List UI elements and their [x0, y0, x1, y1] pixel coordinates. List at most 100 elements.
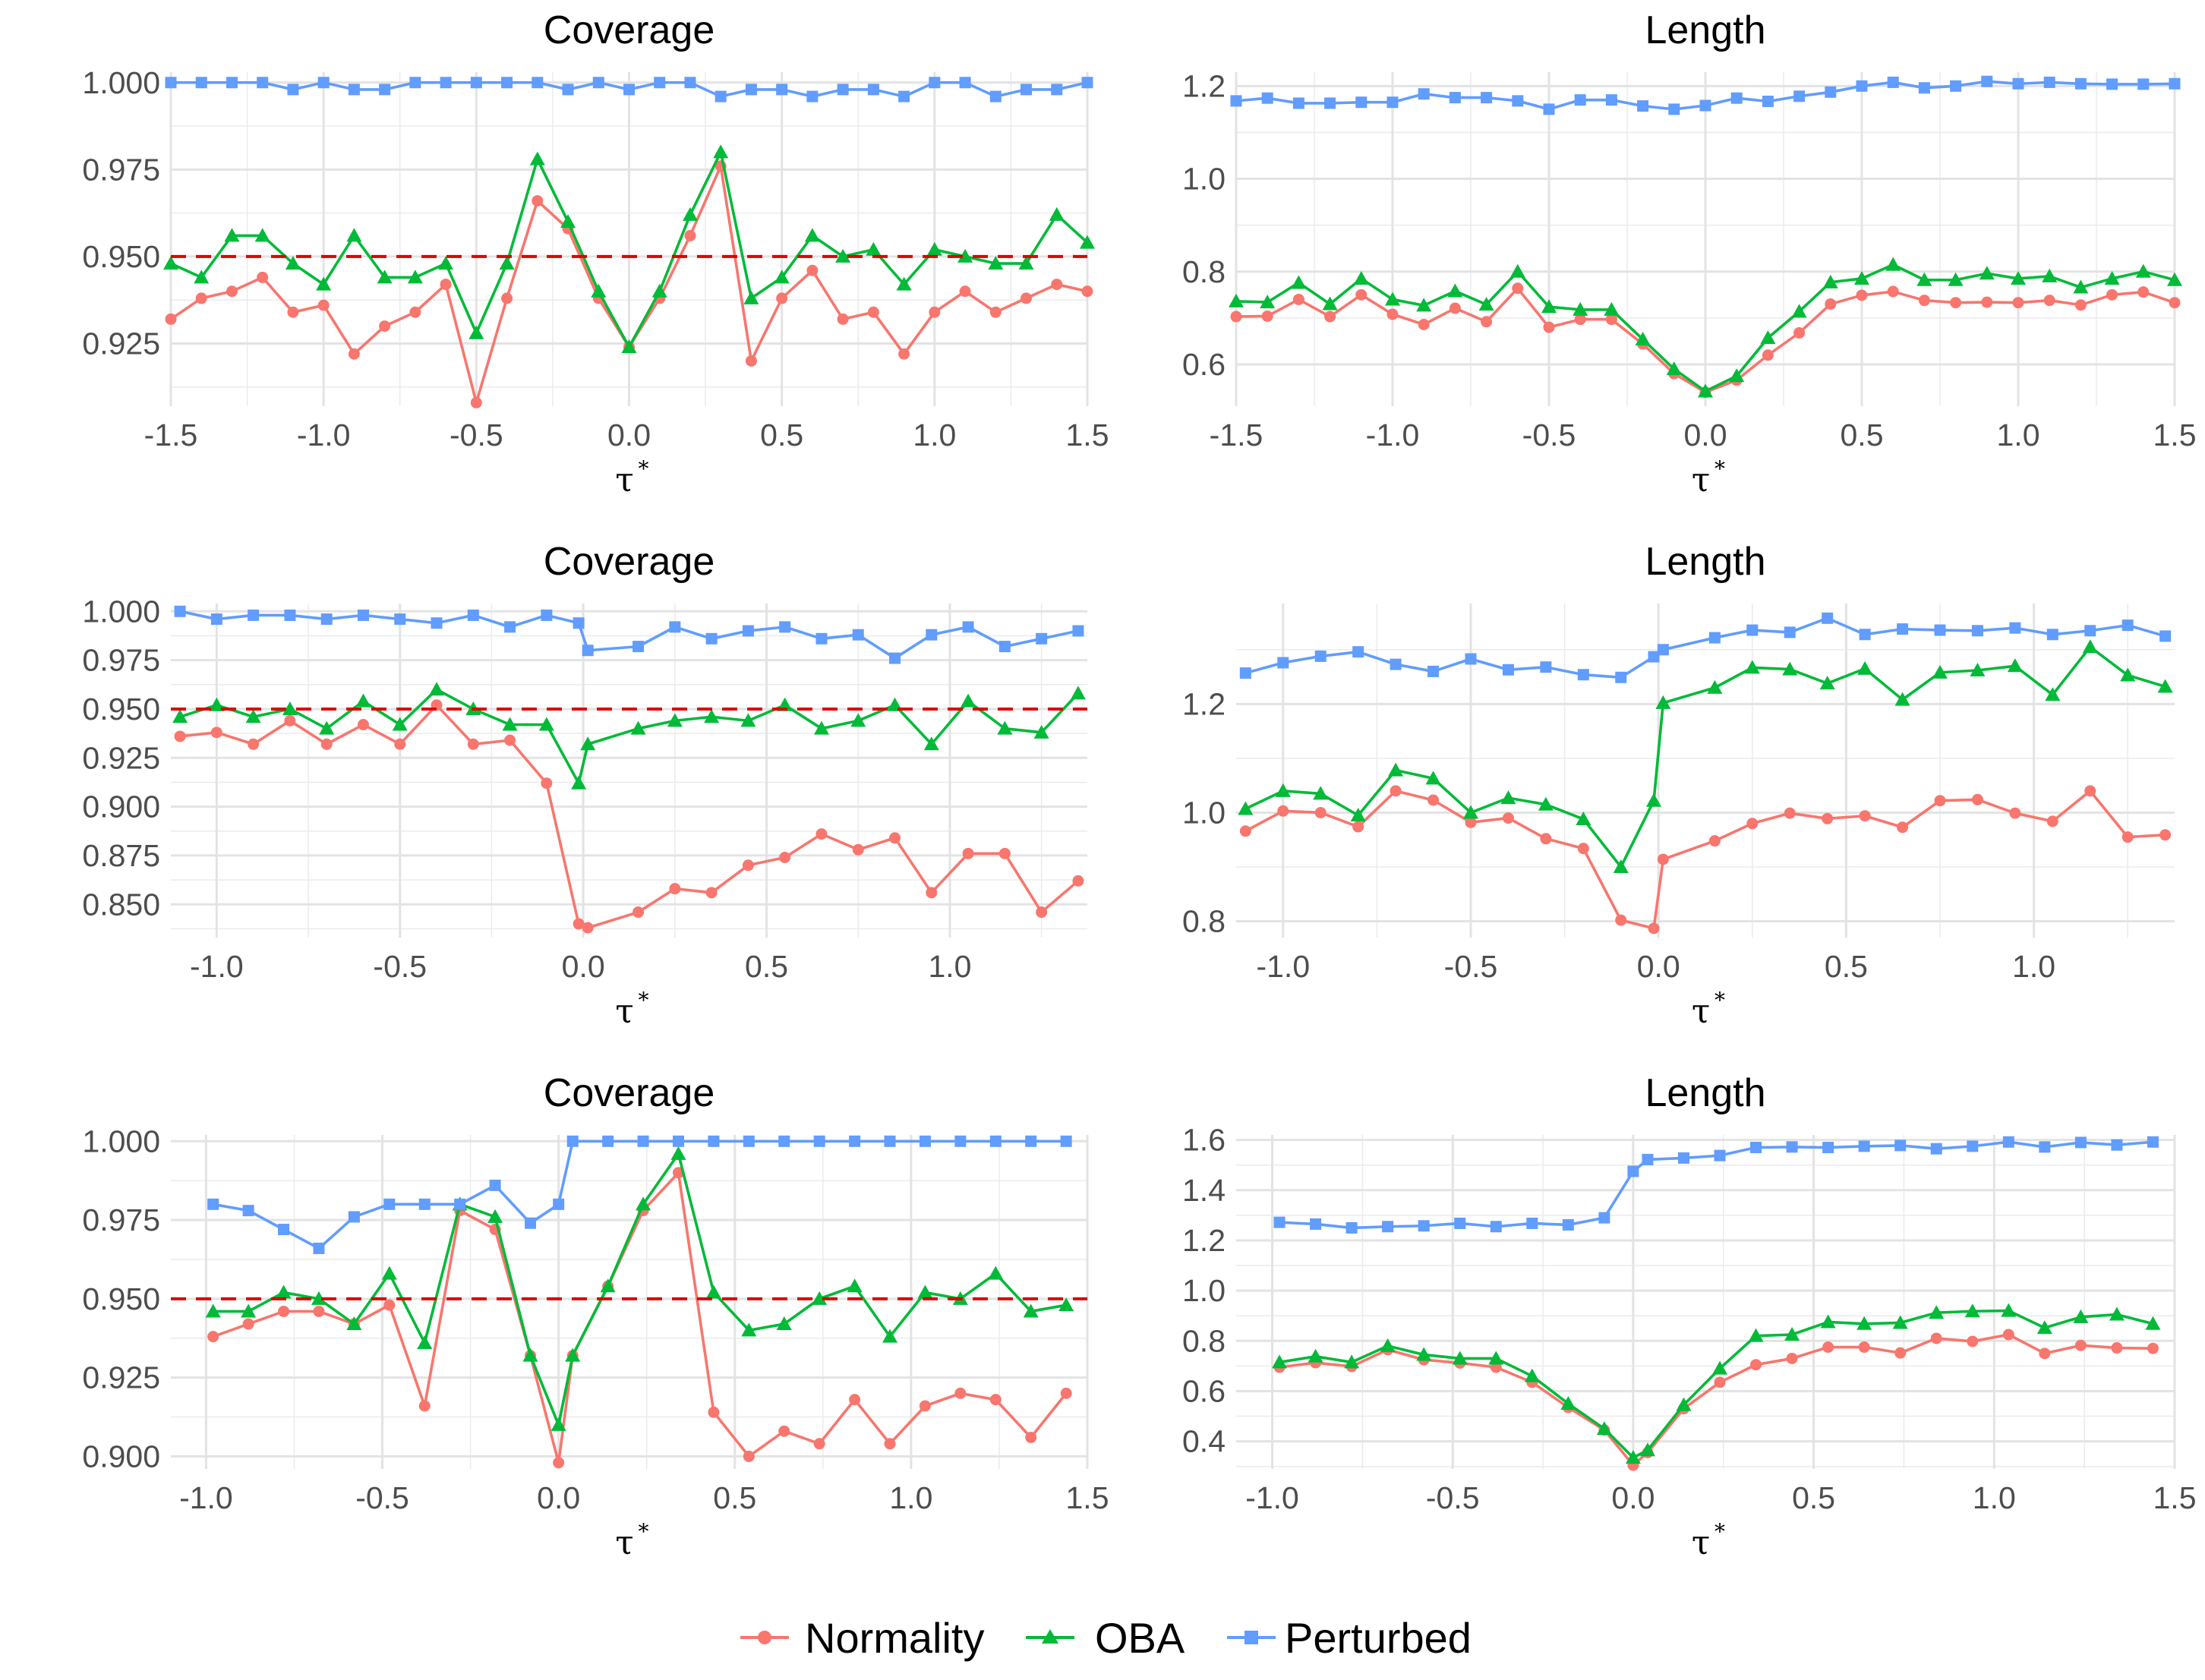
- y-tick-label: 1.000: [82, 1124, 160, 1158]
- point-circle: [1825, 298, 1837, 310]
- point-triangle: [276, 1284, 292, 1299]
- point-square: [1540, 661, 1552, 673]
- y-tick-label: 0.875: [82, 838, 160, 873]
- point-triangle: [163, 256, 178, 270]
- point-circle: [962, 847, 974, 859]
- point-triangle: [1707, 679, 1723, 694]
- point-square: [357, 609, 369, 621]
- point-circle: [1950, 297, 1962, 309]
- panel-title: Length: [1645, 8, 1765, 52]
- x-tick-label: 0.5: [713, 1480, 756, 1515]
- point-circle: [1292, 293, 1304, 305]
- point-triangle: [1023, 1303, 1039, 1318]
- y-tick-label: 0.900: [82, 790, 160, 824]
- series-perturbed: [1230, 75, 2181, 115]
- point-square: [1598, 1212, 1610, 1224]
- panel-title: Length: [1645, 1071, 1765, 1115]
- point-square: [1668, 103, 1680, 115]
- x-tick-label: 0.0: [607, 418, 651, 452]
- series-oba: [172, 682, 1086, 790]
- series-perturbed: [207, 1135, 1072, 1254]
- point-square: [1314, 650, 1326, 662]
- point-square: [195, 77, 207, 89]
- point-square: [1894, 1139, 1907, 1152]
- point-circle: [2039, 1347, 2051, 1360]
- point-square: [2169, 77, 2181, 90]
- x-tick-label: 0.5: [1841, 418, 1884, 452]
- point-square: [1657, 644, 1669, 656]
- panel-2-length: -1.5 -1.0 -0.5 0.0 0.5 1.0 1.5 0.6 0.8 1.0 1.2 Leng…: [1182, 8, 2197, 500]
- point-square: [1897, 623, 1909, 635]
- point-square: [837, 84, 849, 96]
- point-triangle: [1524, 1368, 1540, 1382]
- y-tick-label: 0.975: [82, 643, 160, 678]
- point-square: [2012, 77, 2024, 90]
- point-triangle: [1018, 256, 1034, 270]
- point-circle: [2137, 286, 2150, 298]
- point-square: [989, 90, 1002, 102]
- point-triangle: [522, 1347, 538, 1362]
- point-triangle: [2109, 1306, 2125, 1321]
- point-square: [1822, 1142, 1834, 1154]
- point-triangle: [1350, 808, 1366, 822]
- series-line-perturbed: [1279, 1140, 2153, 1230]
- point-circle: [553, 1457, 565, 1469]
- series-line-normality: [1244, 790, 2166, 930]
- point-triangle: [209, 697, 225, 711]
- series-perturbed: [1239, 612, 2172, 683]
- point-triangle: [1613, 859, 1629, 873]
- point-triangle: [429, 682, 445, 696]
- point-triangle: [1639, 1442, 1655, 1457]
- point-circle: [1277, 805, 1289, 817]
- point-square: [1481, 92, 1493, 104]
- x-tick-label: -1.0: [190, 949, 244, 984]
- point-circle: [1750, 1359, 1762, 1371]
- x-tick-label: -1.0: [179, 1480, 233, 1515]
- point-square: [1345, 1221, 1358, 1234]
- point-circle: [1708, 835, 1721, 847]
- point-square: [1465, 653, 1477, 665]
- point-circle: [467, 738, 479, 750]
- point-square: [165, 77, 177, 89]
- legend-key-square: [1244, 1631, 1258, 1644]
- point-triangle: [667, 713, 683, 727]
- point-triangle: [2011, 270, 2026, 285]
- x-axis-label-superscript: *: [639, 988, 649, 1013]
- point-triangle: [1791, 304, 1807, 318]
- point-triangle: [1080, 235, 1095, 249]
- point-circle: [1449, 302, 1461, 314]
- x-tick-label: -0.5: [355, 1480, 409, 1515]
- point-circle: [383, 1299, 396, 1311]
- point-square: [672, 1135, 684, 1147]
- point-triangle: [1854, 270, 1869, 285]
- point-triangle: [2104, 270, 2120, 285]
- y-tick-label: 1.0: [1182, 795, 1226, 830]
- x-tick-label: 1.5: [1066, 1480, 1109, 1515]
- point-circle: [2084, 785, 2096, 797]
- point-triangle: [1238, 801, 1254, 815]
- point-square: [287, 84, 299, 96]
- y-tick-label: 0.8: [1182, 1323, 1226, 1358]
- point-triangle: [926, 241, 942, 256]
- point-triangle: [1573, 301, 1588, 316]
- point-square: [867, 84, 879, 96]
- point-circle: [1230, 310, 1242, 323]
- point-circle: [852, 843, 864, 856]
- y-tick-label: 0.975: [82, 1202, 160, 1237]
- point-circle: [898, 348, 910, 360]
- point-triangle: [1452, 1351, 1468, 1365]
- point-square: [705, 632, 718, 645]
- point-square: [959, 77, 971, 89]
- point-square: [2159, 630, 2172, 642]
- point-circle: [1577, 843, 1589, 855]
- point-square: [1512, 95, 1524, 107]
- series-oba: [1229, 257, 2182, 398]
- point-square: [1239, 667, 1251, 679]
- point-circle: [1934, 795, 1946, 807]
- point-square: [623, 84, 635, 96]
- x-axis-label: τ: [1692, 1524, 1710, 1562]
- point-square: [504, 621, 516, 633]
- point-triangle: [651, 283, 667, 298]
- point-triangle: [311, 1291, 326, 1305]
- point-square: [929, 77, 941, 89]
